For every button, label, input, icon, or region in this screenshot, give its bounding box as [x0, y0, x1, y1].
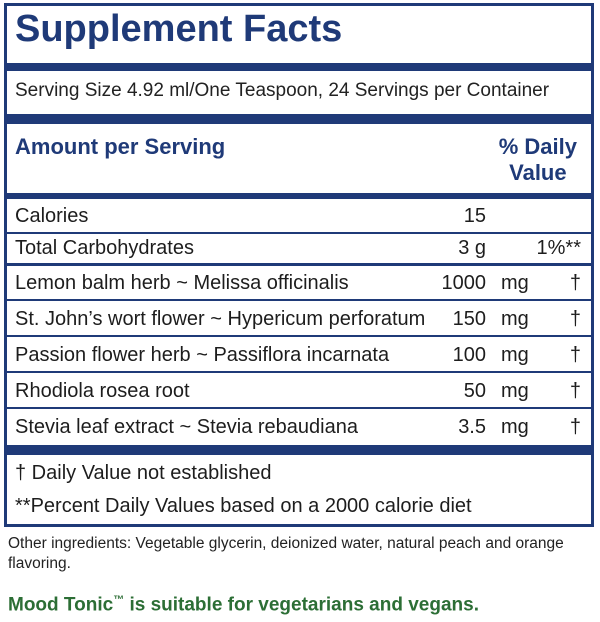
header-divider — [7, 193, 591, 199]
nutrient-row-calories: Calories 15 — [7, 199, 591, 234]
row-divider — [7, 299, 591, 301]
daily-value-header-line1: % Daily — [498, 134, 577, 159]
nutrient-amount: 15 — [463, 205, 486, 227]
ingredient-daily-value: † — [569, 344, 581, 366]
nutrient-name: Total Carbohydrates — [15, 237, 194, 259]
ingredient-name: Rhodiola rosea root — [15, 380, 190, 402]
serving-divider — [7, 114, 591, 124]
nutrient-name: Calories — [15, 205, 89, 227]
serving-size: Serving Size 4.92 ml/One Teaspoon, 24 Se… — [15, 80, 550, 101]
percent-daily-footnote: **Percent Daily Values based on a 2000 c… — [15, 495, 472, 517]
supplement-facts-panel: Supplement Facts Serving Size 4.92 ml/On… — [4, 3, 594, 527]
ingredient-row: Stevia leaf extract ~ Stevia rebaudiana … — [7, 410, 591, 445]
ingredient-name: St. John’s wort flower ~ Hypericum perfo… — [15, 308, 426, 330]
nutrient-amount: 3 g — [458, 237, 486, 259]
carbs-divider — [7, 263, 591, 266]
daily-value-header-line2: Value — [509, 160, 567, 185]
panel-title: Supplement Facts — [15, 8, 343, 50]
ingredient-name: Stevia leaf extract ~ Stevia rebaudiana — [15, 416, 358, 438]
ingredient-row: Lemon balm herb ~ Melissa officinalis 10… — [7, 266, 591, 301]
ingredient-daily-value: † — [569, 272, 581, 294]
ingredient-amount: 50 — [463, 380, 486, 402]
row-divider — [7, 335, 591, 337]
ingredient-name: Lemon balm herb ~ Melissa officinalis — [15, 272, 349, 294]
ingredient-daily-value: † — [569, 308, 581, 330]
ingredient-amount: 150 — [452, 308, 486, 330]
ingredient-unit: mg — [501, 380, 529, 402]
trademark-symbol: ™ — [113, 594, 125, 606]
nutrient-row-carbohydrates: Total Carbohydrates 3 g 1%** — [7, 231, 591, 263]
title-divider — [7, 63, 591, 71]
row-divider — [7, 371, 591, 373]
ingredient-name: Passion flower herb ~ Passiflora incarna… — [15, 344, 390, 366]
ingredient-amount: 1000 — [441, 272, 487, 294]
ingredient-unit: mg — [501, 308, 529, 330]
vegan-statement: Mood Tonic™ is suitable for vegetarians … — [8, 594, 479, 616]
footer-divider — [7, 445, 591, 455]
ingredient-unit: mg — [501, 272, 529, 294]
nutrient-daily-value: 1%** — [536, 237, 581, 259]
product-name: Mood Tonic — [8, 594, 114, 616]
amount-per-serving-header: Amount per Serving — [15, 134, 226, 159]
ingredient-amount: 3.5 — [458, 416, 486, 438]
ingredient-row: St. John’s wort flower ~ Hypericum perfo… — [7, 302, 591, 337]
ingredient-row: Rhodiola rosea root 50 mg † — [7, 374, 591, 409]
ingredient-unit: mg — [501, 416, 529, 438]
daily-value-header: % Daily Value — [499, 134, 577, 186]
ingredient-daily-value: † — [569, 416, 581, 438]
vegan-statement-text: is suitable for vegetarians and vegans. — [124, 594, 479, 616]
ingredient-unit: mg — [501, 344, 529, 366]
ingredient-daily-value: † — [569, 380, 581, 402]
row-divider — [7, 232, 591, 234]
ingredient-amount: 100 — [452, 344, 486, 366]
daily-value-footnote: † Daily Value not established — [15, 462, 272, 484]
ingredient-row: Passion flower herb ~ Passiflora incarna… — [7, 338, 591, 373]
row-divider — [7, 407, 591, 409]
other-ingredients: Other ingredients: Vegetable glycerin, d… — [8, 535, 564, 572]
